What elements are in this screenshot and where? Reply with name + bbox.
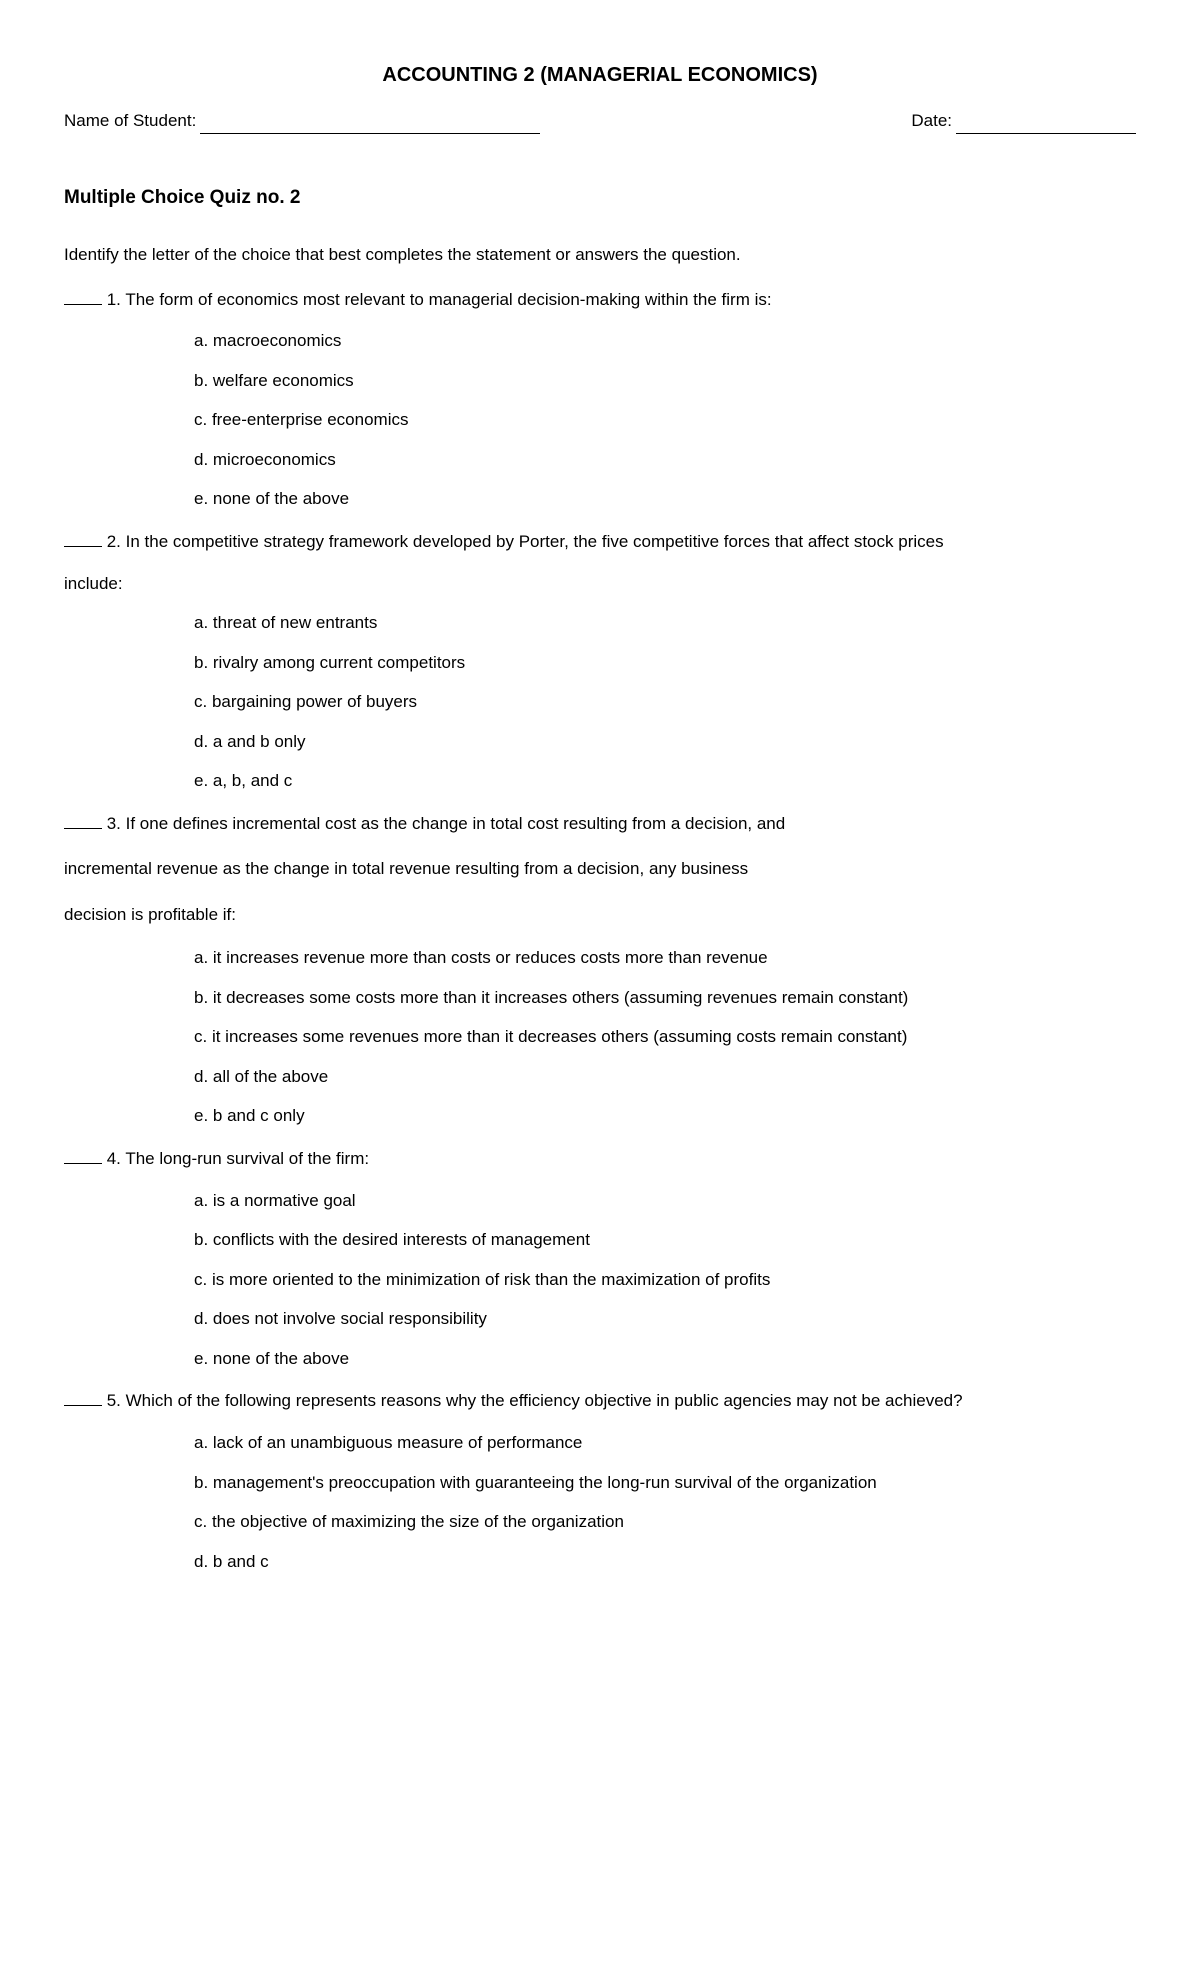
q2-option-c: c. bargaining power of buyers [194, 689, 1136, 715]
question-2-include: include: [64, 571, 1136, 597]
question-4-stem: 4. The long-run survival of the firm: [102, 1149, 369, 1168]
q3-option-e: e. b and c only [194, 1103, 1136, 1129]
question-3: 3. If one defines incremental cost as th… [64, 810, 1136, 1129]
q1-option-a: a. macroeconomics [194, 328, 1136, 354]
q1-option-d: d. microeconomics [194, 447, 1136, 473]
instructions: Identify the letter of the choice that b… [64, 242, 1136, 268]
answer-blank-3[interactable] [64, 814, 102, 829]
name-input-line[interactable] [200, 116, 540, 134]
answer-blank-2[interactable] [64, 532, 102, 547]
date-section: Date: [911, 108, 1136, 134]
q2-option-b: b. rivalry among current competitors [194, 650, 1136, 676]
q4-option-b: b. conflicts with the desired interests … [194, 1227, 1136, 1253]
q1-option-e: e. none of the above [194, 486, 1136, 512]
answer-blank-1[interactable] [64, 290, 102, 305]
q5-option-a: a. lack of an unambiguous measure of per… [194, 1430, 1136, 1456]
q2-option-e: e. a, b, and c [194, 768, 1136, 794]
question-5: 5. Which of the following represents rea… [64, 1387, 1136, 1574]
name-section: Name of Student: [64, 108, 540, 134]
q3-option-d: d. all of the above [194, 1064, 1136, 1090]
date-label: Date: [911, 108, 952, 134]
q2-option-d: d. a and b only [194, 729, 1136, 755]
q3-option-c: c. it increases some revenues more than … [194, 1024, 1136, 1050]
question-5-options: a. lack of an unambiguous measure of per… [194, 1430, 1136, 1574]
q5-option-d: d. b and c [194, 1549, 1136, 1575]
question-3-options: a. it increases revenue more than costs … [194, 945, 1136, 1129]
q5-option-b: b. management's preoccupation with guara… [194, 1470, 1136, 1496]
section-heading: Multiple Choice Quiz no. 2 [64, 184, 1136, 213]
question-2-options: a. threat of new entrants b. rivalry amo… [194, 610, 1136, 794]
question-4-text: 4. The long-run survival of the firm: [64, 1145, 1136, 1174]
question-2: 2. In the competitive strategy framework… [64, 528, 1136, 794]
question-2-text: 2. In the competitive strategy framework… [64, 528, 1136, 557]
q1-option-b: b. welfare economics [194, 368, 1136, 394]
question-3-stem: 3. If one defines incremental cost as th… [102, 814, 785, 833]
q4-option-c: c. is more oriented to the minimization … [194, 1267, 1136, 1293]
q2-option-a: a. threat of new entrants [194, 610, 1136, 636]
question-3-line3: decision is profitable if: [64, 899, 1136, 931]
q4-option-d: d. does not involve social responsibilit… [194, 1306, 1136, 1332]
q4-option-a: a. is a normative goal [194, 1188, 1136, 1214]
name-label: Name of Student: [64, 108, 196, 134]
question-3-text: 3. If one defines incremental cost as th… [64, 810, 1136, 839]
date-input-line[interactable] [956, 116, 1136, 134]
q5-option-c: c. the objective of maximizing the size … [194, 1509, 1136, 1535]
question-1-options: a. macroeconomics b. welfare economics c… [194, 328, 1136, 512]
question-3-line2: incremental revenue as the change in tot… [64, 853, 1136, 885]
question-1: 1. The form of economics most relevant t… [64, 286, 1136, 512]
question-5-text: 5. Which of the following represents rea… [64, 1387, 1136, 1416]
question-4: 4. The long-run survival of the firm: a.… [64, 1145, 1136, 1371]
header-line: Name of Student: Date: [64, 108, 1136, 134]
answer-blank-5[interactable] [64, 1391, 102, 1406]
question-5-stem: 5. Which of the following represents rea… [102, 1391, 963, 1410]
q3-option-b: b. it decreases some costs more than it … [194, 985, 1136, 1011]
question-2-stem: 2. In the competitive strategy framework… [102, 532, 944, 551]
question-1-text: 1. The form of economics most relevant t… [64, 286, 1136, 315]
question-1-stem: 1. The form of economics most relevant t… [102, 290, 772, 309]
q1-option-c: c. free-enterprise economics [194, 407, 1136, 433]
q4-option-e: e. none of the above [194, 1346, 1136, 1372]
answer-blank-4[interactable] [64, 1149, 102, 1164]
q3-option-a: a. it increases revenue more than costs … [194, 945, 1136, 971]
question-4-options: a. is a normative goal b. conflicts with… [194, 1188, 1136, 1372]
page-title: ACCOUNTING 2 (MANAGERIAL ECONOMICS) [64, 60, 1136, 90]
